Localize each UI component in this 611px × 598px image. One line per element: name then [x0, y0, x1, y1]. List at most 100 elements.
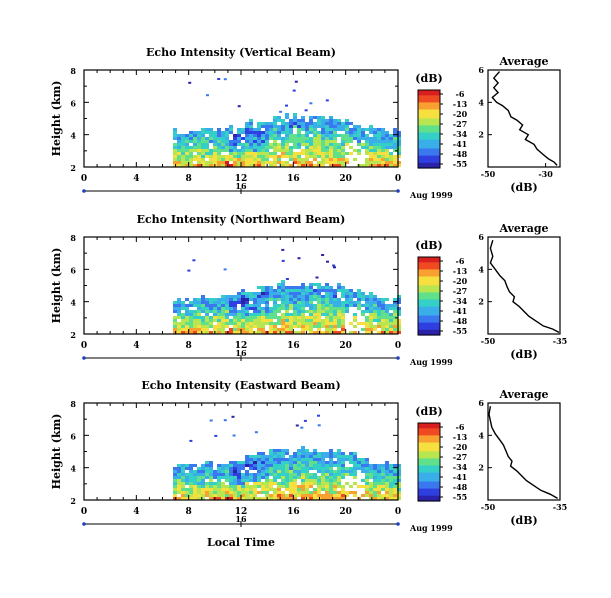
- heatmap-cell: [193, 322, 197, 325]
- heatmap-cell: [397, 143, 401, 146]
- heatmap-cell: [269, 292, 273, 295]
- heatmap-cell: [329, 140, 333, 143]
- heatmap-cell: [209, 134, 213, 137]
- heatmap-cell: [353, 470, 357, 473]
- heatmap-cell: [193, 319, 197, 322]
- heatmap-cell: [321, 164, 325, 167]
- heatmap-cell: [345, 491, 349, 494]
- heatmap-cell: [349, 131, 353, 134]
- heatmap-cell: [393, 467, 397, 470]
- heatmap-cell: [189, 313, 193, 316]
- heatmap-cell: [185, 158, 189, 161]
- heatmap-cell: [277, 155, 281, 158]
- heatmap-cell: [269, 298, 273, 301]
- colorbar-segment: [418, 130, 440, 134]
- heatmap-cell: [293, 470, 297, 473]
- heatmap-cell: [217, 479, 221, 482]
- profile-title: Average: [498, 222, 548, 235]
- heatmap-cell: [385, 155, 389, 158]
- heatmap-cell: [321, 476, 325, 479]
- heatmap-cell: [261, 458, 265, 461]
- heatmap-cell: [313, 298, 317, 301]
- heatmap-cell: [257, 328, 261, 331]
- heatmap-cell: [381, 143, 385, 146]
- colorbar-segment: [418, 288, 440, 292]
- heatmap-cell: [237, 301, 241, 304]
- heatmap-cell: [317, 467, 321, 470]
- heatmap-cell: [292, 89, 296, 92]
- heatmap-cell: [177, 322, 181, 325]
- heatmap-cell: [321, 295, 325, 298]
- profile-x-tick-label: -35: [553, 502, 567, 512]
- heatmap-cell: [253, 464, 257, 467]
- heatmap-cell: [289, 467, 293, 470]
- heatmap-cell: [313, 473, 317, 476]
- heatmap-cell: [345, 143, 349, 146]
- heatmap-cell: [333, 158, 337, 161]
- heatmap-cell: [353, 464, 357, 467]
- heatmap-cell: [241, 497, 245, 500]
- heatmap-cell: [293, 325, 297, 328]
- heatmap-cell: [261, 134, 265, 137]
- heatmap-cell: [269, 164, 273, 167]
- heatmap-cell: [297, 143, 301, 146]
- heatmap-cell: [213, 328, 217, 331]
- heatmap-cell: [317, 479, 321, 482]
- heatmap-cell: [389, 494, 393, 497]
- heatmap-cell: [241, 143, 245, 146]
- heatmap-cell: [293, 497, 297, 500]
- heatmap-cell: [373, 146, 377, 149]
- heatmap-cell: [233, 325, 237, 328]
- heatmap-cell: [265, 319, 269, 322]
- heatmap-cell: [237, 298, 241, 301]
- heatmap-cell: [193, 485, 197, 488]
- colorbar-segment: [418, 331, 440, 334]
- heatmap-cell: [281, 155, 285, 158]
- heatmap-cell: [305, 140, 309, 143]
- heatmap-cell: [389, 325, 393, 328]
- heatmap-cell: [249, 164, 253, 167]
- heatmap-cell: [301, 470, 305, 473]
- y-tick-label: 8: [70, 233, 76, 243]
- heatmap-cell: [305, 295, 309, 298]
- heatmap-cell: [333, 479, 337, 482]
- heatmap-cell: [225, 158, 229, 161]
- heatmap-cell: [181, 313, 185, 316]
- heatmap-cell: [329, 467, 333, 470]
- heatmap-cell: [361, 137, 365, 140]
- heatmap-cell: [341, 310, 345, 313]
- heatmap-cell: [181, 467, 185, 470]
- heatmap-cell: [326, 260, 329, 263]
- heatmap-cell: [321, 470, 325, 473]
- heatmap-cell: [345, 473, 349, 476]
- heatmap-cell: [317, 116, 321, 119]
- heatmap-cell: [201, 322, 205, 325]
- heatmap-cell: [341, 122, 345, 125]
- heatmap-cell: [393, 313, 397, 316]
- heatmap-cell: [177, 467, 181, 470]
- heatmap-cell: [285, 494, 289, 497]
- heatmap-cell: [301, 467, 305, 470]
- heatmap-cell: [253, 140, 257, 143]
- heatmap-cell: [304, 109, 308, 112]
- heatmap-cell: [393, 322, 397, 325]
- heatmap-cell: [389, 491, 393, 494]
- heatmap-cell: [313, 476, 317, 479]
- heatmap-cell: [301, 464, 305, 467]
- heatmap-cell: [345, 494, 349, 497]
- heatmap-cell: [341, 467, 345, 470]
- colorbar-segment: [418, 120, 440, 123]
- heatmap-cell: [293, 488, 297, 491]
- heatmap-cell: [313, 137, 317, 140]
- heatmap-cell: [289, 289, 293, 292]
- heatmap-cell: [237, 128, 241, 131]
- heatmap-cell: [205, 146, 209, 149]
- heatmap-cell: [353, 158, 357, 161]
- heatmap-cell: [337, 310, 341, 313]
- heatmap-cell: [249, 485, 253, 488]
- heatmap-cell: [297, 307, 301, 310]
- heatmap-cell: [317, 494, 321, 497]
- heatmap-cell: [377, 467, 381, 470]
- heatmap-cell: [325, 143, 329, 146]
- colorbar-segment: [418, 153, 440, 157]
